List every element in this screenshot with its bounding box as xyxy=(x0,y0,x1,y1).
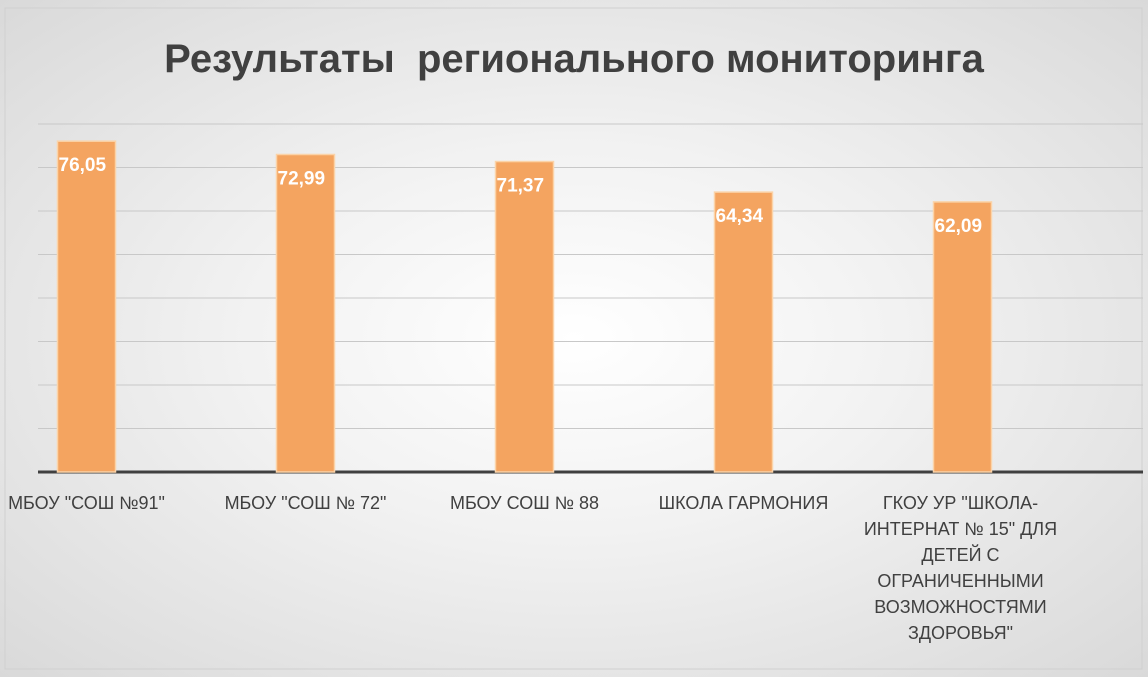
bar xyxy=(932,201,993,473)
data-label: 71,37 xyxy=(497,176,545,197)
data-label: 72,99 xyxy=(278,168,326,189)
x-tick-label: ГКОУ УР "ШКОЛА-ИНТЕРНАТ № 15" ДЛЯ ДЕТЕЙ … xyxy=(863,493,1058,643)
data-label: 62,09 xyxy=(935,216,983,237)
x-tick-label: ШКОЛА ГАРМОНИЯ xyxy=(658,493,829,513)
x-tick-label: МБОУ СОШ № 88 xyxy=(449,493,600,513)
chart-border xyxy=(4,7,1143,670)
chart-title: Результаты регионального мониторинга xyxy=(164,37,984,81)
bar xyxy=(494,160,555,473)
x-tick-label: МБОУ "СОШ №91" xyxy=(8,493,165,513)
data-label: 76,05 xyxy=(59,155,107,176)
bar xyxy=(713,191,774,473)
x-tick-label: МБОУ "СОШ № 72" xyxy=(224,493,387,513)
data-label: 64,34 xyxy=(716,206,764,227)
bar xyxy=(275,153,336,473)
bar xyxy=(56,140,117,473)
